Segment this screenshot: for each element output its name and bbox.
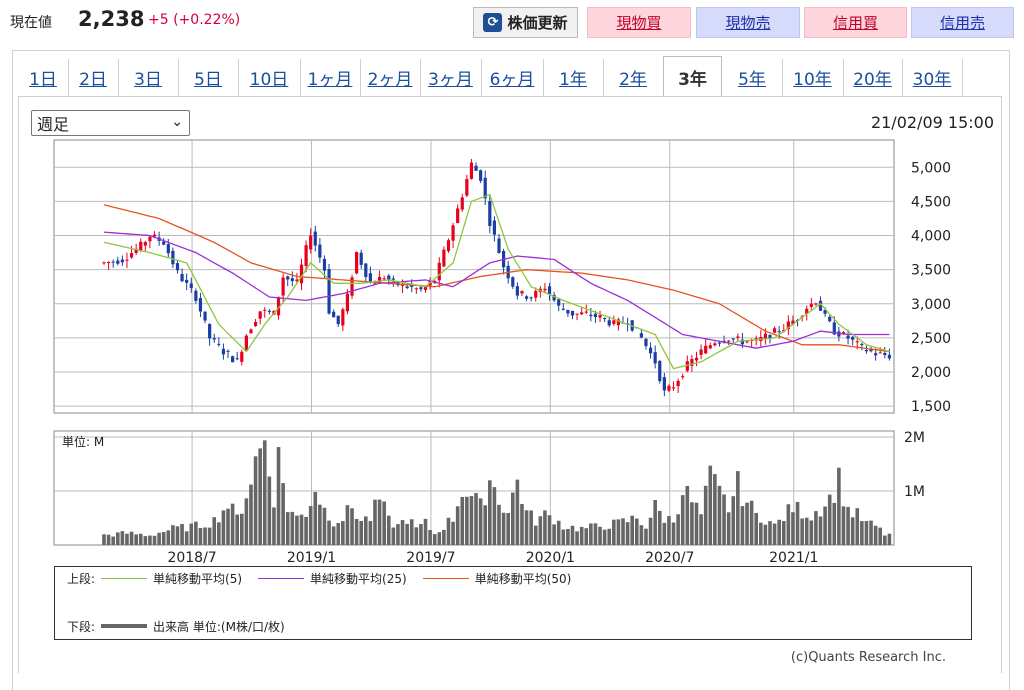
legend-ma50-label: 単純移動平均(50) [474, 571, 572, 586]
tab-10[interactable]: 2年 [603, 59, 664, 96]
legend-ma25-swatch [258, 577, 305, 579]
legend-volume-swatch [101, 624, 148, 628]
price-change-abs: +5 [148, 12, 169, 28]
tab-14[interactable]: 20年 [843, 59, 903, 96]
spot-sell-button[interactable]: 現物売 [696, 7, 800, 38]
legend-lower-label: 下段: [67, 619, 96, 634]
tab-6[interactable]: 2ヶ月 [360, 59, 421, 96]
tab-13[interactable]: 10年 [782, 59, 844, 96]
tab-12[interactable]: 5年 [722, 59, 783, 96]
margin-buy-button[interactable]: 信用買 [804, 7, 907, 38]
price-change-pct: (+0.22%) [173, 12, 241, 28]
price-change: +5 (+0.22%) [148, 12, 240, 28]
tab-8[interactable]: 6ヶ月 [481, 59, 544, 96]
legend-ma50-swatch [422, 577, 469, 579]
margin-sell-button[interactable]: 信用売 [911, 7, 1014, 38]
tab-7[interactable]: 3ヶ月 [420, 59, 482, 96]
tab-2[interactable]: 3日 [118, 59, 179, 96]
legend-ma25-label: 単純移動平均(25) [310, 571, 407, 586]
current-price-label: 現在値 [10, 15, 52, 31]
legend-volume-label: 出来高 単位:(M株/口/枚) [153, 619, 285, 634]
tab-9[interactable]: 1年 [543, 59, 604, 96]
spot-buy-button[interactable]: 現物買 [587, 7, 691, 38]
tab-3[interactable]: 5日 [178, 59, 239, 96]
legend-upper-label: 上段: [67, 571, 96, 586]
legend-ma5-label: 単純移動平均(5) [153, 571, 243, 586]
chart-timestamp: 21/02/09 15:00 [870, 113, 994, 132]
chart-area-frame [18, 96, 1002, 673]
chevron-down-icon: ⌄ [171, 114, 183, 130]
legend-volume: 出来高 単位:(M株/口/枚) [95, 618, 285, 635]
current-price-value: 2,238 [78, 7, 145, 31]
chart-legend: 上段: 単純移動平均(5) 単純移動平均(25) 単純移動平均(50) 下段: … [54, 566, 972, 640]
legend-ma5-swatch [101, 577, 148, 579]
refresh-price-button[interactable]: ⟳ 株価更新 [473, 7, 578, 38]
interval-select[interactable]: 週足 ⌄ [31, 110, 190, 136]
refresh-icon: ⟳ [483, 13, 503, 32]
tabs-divider [18, 96, 1002, 97]
tab-15[interactable]: 30年 [902, 59, 963, 96]
legend-ma25: 単純移動平均(25) [252, 570, 407, 587]
quote-header: 現在値 2,238 +5 (+0.22%) ⟳ 株価更新 現物買 現物売 信用買… [0, 0, 1024, 44]
legend-ma5: 単純移動平均(5) [95, 570, 242, 587]
legend-ma50: 単純移動平均(50) [417, 570, 572, 587]
refresh-price-label: 株価更新 [507, 14, 568, 32]
tab-11[interactable]: 3年 [663, 56, 722, 97]
tab-5[interactable]: 1ヶ月 [300, 59, 361, 96]
interval-select-value: 週足 [37, 115, 70, 134]
tab-0[interactable]: 1日 [18, 59, 69, 96]
tab-4[interactable]: 10日 [238, 59, 301, 96]
copyright: (c)Quants Research Inc. [790, 650, 946, 665]
tab-1[interactable]: 2日 [68, 59, 119, 96]
